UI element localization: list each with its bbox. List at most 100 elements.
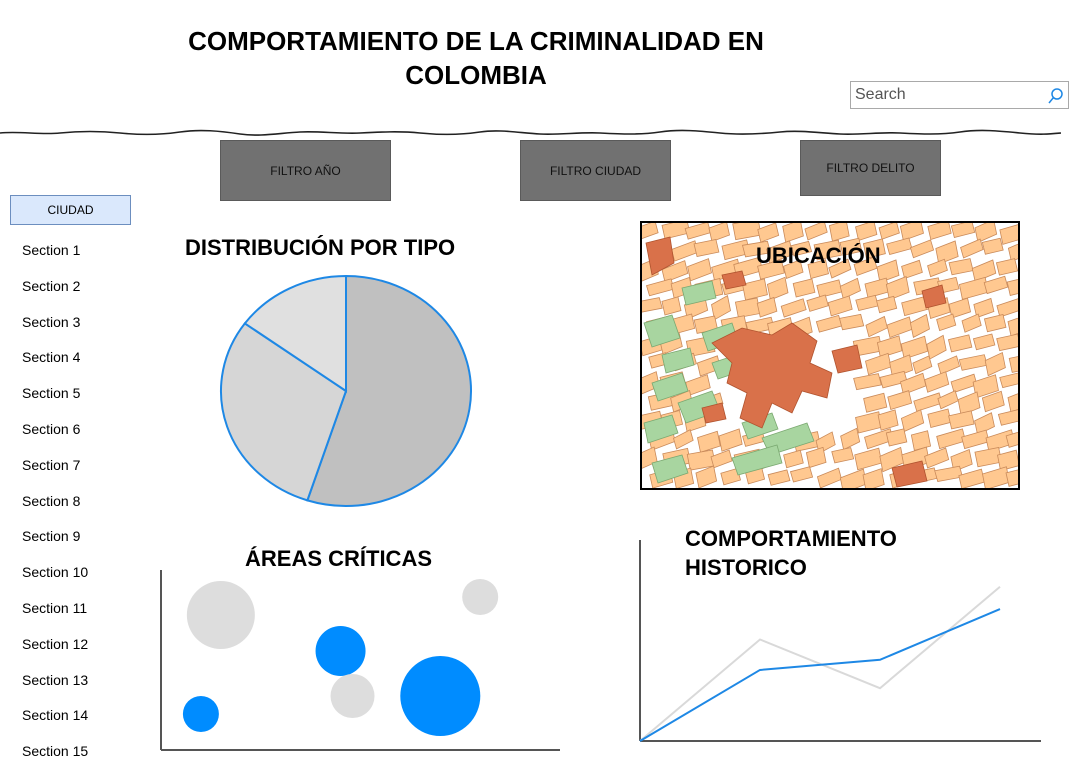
sidebar-item-section-6[interactable]: Section 6 [22,420,81,437]
bubble-chart [160,570,560,751]
city-map-image [642,223,1018,488]
sidebar-item-section-11[interactable]: Section 11 [22,599,88,616]
sidebar-item-section-7[interactable]: Section 7 [22,456,81,473]
map-block [642,223,659,239]
sidebar-nav: Section 1 Section 2 Section 3 Section 4 … [22,233,132,770]
map-block [766,276,789,301]
map-block [863,392,888,413]
sidebar-item-section-8[interactable]: Section 8 [22,492,81,509]
sidebar-item-section-12[interactable]: Section 12 [22,635,89,652]
map-block [973,297,995,319]
map-block [972,333,996,351]
map-block [948,297,972,319]
map-block [693,238,720,258]
header-divider [0,129,1061,136]
map-block [924,447,950,469]
line-series-1 [639,585,1001,742]
map-block [981,237,1004,255]
line-chart-title-line-1: COMPORTAMIENTO [685,526,897,551]
map-block [853,373,882,391]
sidebar-item-section-5[interactable]: Section 5 [22,385,81,402]
bubble-3 [315,626,366,676]
map-block [999,372,1018,389]
map-block [887,390,913,411]
map-block [950,223,976,239]
map-block [1008,356,1018,373]
line-chart-title: COMPORTAMIENTO HISTORICO [685,524,897,582]
map-block [974,223,998,243]
map-block [974,412,995,436]
map-block [996,333,1018,352]
tab-ciudad[interactable]: CIUDAD [10,195,131,225]
sidebar-item-section-2[interactable]: Section 2 [22,277,81,294]
map-block [831,447,855,464]
sidebar-item-section-13[interactable]: Section 13 [22,671,89,688]
map-block [876,259,900,283]
map-block [1006,279,1018,296]
map-block [718,428,743,452]
bubble-1 [186,581,255,649]
map-block [720,467,741,486]
map-block [909,313,930,338]
map-block [876,335,903,359]
map-block [936,313,957,332]
map-block [981,390,1005,413]
filter-city-button[interactable]: FILTRO CIUDAD [520,140,671,201]
map-block [997,409,1018,426]
bubble-chart-title: ÁREAS CRÍTICAS [245,546,433,571]
map-block [828,223,850,242]
sidebar-item-section-3[interactable]: Section 3 [22,313,81,330]
map-block [757,223,780,243]
map-block [935,240,959,265]
map-block [813,239,842,261]
map-block [983,275,1009,295]
map-block [742,278,768,301]
map-block [885,428,908,447]
map-block [757,259,785,280]
map-block [937,355,961,375]
map-block [960,238,984,259]
sidebar-item-section-1[interactable]: Section 1 [22,242,81,258]
map-block [1007,393,1018,413]
bubble-2 [462,579,499,615]
map-block [839,237,863,256]
map-block [862,238,886,259]
map-block [840,427,861,451]
map-block [839,277,861,300]
filter-crime-button[interactable]: FILTRO DELITO [800,140,941,196]
map-block [790,240,813,257]
search-icon[interactable] [1045,86,1065,106]
map-block [901,259,923,279]
map-block [899,223,924,242]
filter-year-button[interactable]: FILTRO AÑO [220,140,391,201]
map-block [926,334,947,360]
sidebar-item-section-4[interactable]: Section 4 [22,349,81,366]
map-block [947,334,973,353]
sidebar-item-section-9[interactable]: Section 9 [22,528,81,545]
map-block [876,295,898,314]
map-block [984,351,1006,377]
map-block [999,224,1018,245]
search-input[interactable] [851,82,1041,108]
sidebar-item-section-15[interactable]: Section 15 [22,743,89,760]
sidebar-item-section-14[interactable]: Section 14 [22,707,89,724]
map-block [783,449,804,469]
map-block [792,278,816,298]
line-chart [639,540,1041,742]
map-block [695,465,718,488]
map-block [756,296,778,318]
map-block [862,468,885,488]
map-block [948,410,975,430]
map-panel[interactable]: UBICACIÓN [640,221,1020,490]
map-block [996,298,1018,318]
map-block [961,313,982,333]
line-chart-title-line-2: HISTORICO [685,555,807,580]
map-block [1005,469,1018,487]
map-block [839,313,865,331]
pie-chart [220,274,472,507]
map-block [827,295,853,317]
map-block [855,223,878,242]
map-block [642,297,663,313]
sidebar-item-section-10[interactable]: Section 10 [22,564,89,581]
map-block [1007,317,1018,337]
